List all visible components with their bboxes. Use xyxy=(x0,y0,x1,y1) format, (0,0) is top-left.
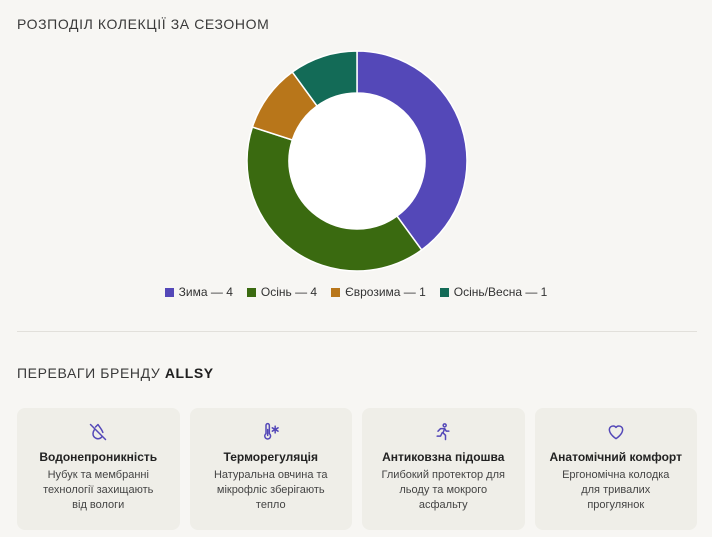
card-description: Глибокий протектор для льоду та мокрого … xyxy=(381,469,505,511)
card-title: Антиковзна підошва xyxy=(382,450,505,464)
advantages-title: ПЕРЕВАГИ БРЕНДУ ALLSY xyxy=(17,365,214,381)
section-divider xyxy=(17,331,697,332)
chart-title: РОЗПОДІЛ КОЛЕКЦІЇ ЗА СЕЗОНОМ xyxy=(17,16,270,32)
legend-label: Зима — 4 xyxy=(178,285,233,299)
advantages-title-prefix: ПЕРЕВАГИ БРЕНДУ xyxy=(17,365,165,381)
advantage-card-thermo: Терморегуляція Натуральна овчина та мікр… xyxy=(189,408,353,530)
card-title: Водонепроникність xyxy=(39,450,158,464)
legend-label: Осінь/Весна — 1 xyxy=(453,285,548,299)
thermometer-snow-icon xyxy=(190,422,353,444)
advantages-cards: Водонепроникність Нубук та мембранні тех… xyxy=(17,408,697,530)
advantage-card-antislip: Антиковзна підошва Глибокий протектор дл… xyxy=(362,408,525,530)
legend-item-autumn[interactable]: Осінь — 4 xyxy=(246,285,318,299)
legend-swatch xyxy=(164,287,174,297)
heart-icon xyxy=(535,422,698,444)
card-description: Нубук та мембранні технології захищають … xyxy=(43,469,154,511)
card-description: Ергономічна колодка для тривалих прогуля… xyxy=(562,469,670,511)
donut-chart xyxy=(0,40,712,280)
legend-swatch xyxy=(331,287,341,297)
legend-item-winter[interactable]: Зима — 4 xyxy=(164,285,233,299)
card-title: Анатомічний комфорт xyxy=(549,450,682,464)
donut-hole xyxy=(289,93,425,229)
legend-label: Осінь — 4 xyxy=(260,285,318,299)
water-off-icon xyxy=(17,422,180,444)
brand-name: ALLSY xyxy=(164,365,214,381)
advantage-card-comfort: Анатомічний комфорт Ергономічна колодка … xyxy=(534,408,698,530)
card-description: Натуральна овчина та мікрофліс зберігают… xyxy=(213,469,328,511)
legend-swatch xyxy=(246,287,256,297)
chart-legend: Зима — 4 Осінь — 4 Єврозима — 1 Осінь/Ве… xyxy=(0,285,712,299)
legend-item-autumn-spring[interactable]: Осінь/Весна — 1 xyxy=(439,285,548,299)
card-title: Терморегуляція xyxy=(223,450,318,464)
donut-svg xyxy=(246,50,468,272)
running-icon xyxy=(362,422,525,444)
advantage-card-waterproof: Водонепроникність Нубук та мембранні тех… xyxy=(17,408,180,530)
legend-swatch xyxy=(439,287,449,297)
legend-label: Єврозима — 1 xyxy=(345,285,426,299)
legend-item-eurowinter[interactable]: Єврозима — 1 xyxy=(331,285,426,299)
